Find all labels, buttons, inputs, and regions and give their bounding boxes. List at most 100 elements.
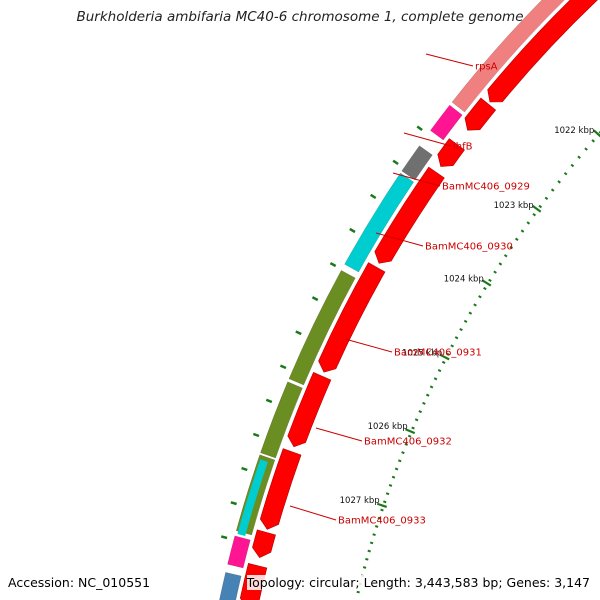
minor-tick <box>544 196 549 201</box>
gene-leader-line <box>375 232 424 247</box>
minor-tick <box>468 311 473 315</box>
minor-tick <box>356 590 360 594</box>
minor-tick <box>369 541 374 545</box>
minor-tick <box>397 459 402 463</box>
minor-tick <box>463 319 468 323</box>
minor-tick <box>498 262 503 266</box>
major-tick <box>532 204 542 213</box>
inner-tick <box>416 125 423 132</box>
minor-tick <box>441 360 446 364</box>
gene-label: ihfB <box>453 142 473 153</box>
inner-tick <box>369 193 377 200</box>
cds-feature-7 <box>259 448 302 530</box>
gene-label: rpsA <box>475 62 498 73</box>
minor-tick <box>377 516 382 520</box>
minor-tick <box>459 327 463 332</box>
rna-feature <box>451 0 565 113</box>
inner-tick <box>241 466 248 472</box>
magenta-feature <box>430 104 463 141</box>
minor-tick <box>538 204 543 209</box>
minor-tick <box>591 139 595 143</box>
minor-tick <box>394 467 399 471</box>
minor-tick <box>411 426 415 430</box>
minor-tick <box>383 500 387 504</box>
minor-tick <box>429 385 434 389</box>
minor-tick <box>450 344 454 348</box>
gene-label: BamMC406_0929 <box>442 182 530 193</box>
map-title: Burkholderia ambifaria MC40-6 chromosome… <box>76 9 524 25</box>
gene-label: BamMC406_0930 <box>425 242 513 253</box>
ruler-label: 1026 kbp <box>368 422 408 432</box>
cds-feature-2 <box>464 97 497 131</box>
minor-tick <box>478 295 482 299</box>
gene-label: BamMC406_0933 <box>338 516 426 527</box>
minor-tick <box>550 188 555 192</box>
cds-feature-8 <box>252 529 276 559</box>
gene-leader-line <box>344 338 393 353</box>
minor-tick <box>446 352 450 356</box>
inner-tick <box>349 227 356 234</box>
genome-summary: Topology: circular; Length: 3,443,583 bp… <box>246 575 590 590</box>
minor-tick <box>577 155 581 160</box>
minor-tick <box>557 180 561 184</box>
inner-tick <box>329 262 337 268</box>
minor-tick <box>380 508 384 512</box>
minor-tick <box>584 147 588 151</box>
minor-tick <box>493 270 497 274</box>
gene-label: BamMC406_0931 <box>394 348 482 359</box>
blue-feature <box>219 572 242 600</box>
gene-label-layer: rpsA ihfB BamMC406_0929 BamMC406_0930 BamMC4… <box>289 53 530 527</box>
ruler-label: 1027 kbp <box>340 496 380 506</box>
minor-tick <box>367 549 371 553</box>
minor-tick <box>514 237 519 241</box>
major-tick <box>439 353 450 361</box>
inner-tick <box>279 364 287 370</box>
ruler-label: 1025 kbp <box>402 348 442 358</box>
ruler-label: 1022 kbp <box>554 126 594 136</box>
minor-tick <box>401 451 405 455</box>
minor-tick <box>532 213 537 217</box>
accession-label: Accession: NC_010551 <box>8 575 151 590</box>
inner-tick <box>252 432 260 438</box>
major-tick <box>593 129 600 138</box>
gene-leader-line <box>315 427 363 442</box>
minor-tick <box>454 336 459 340</box>
cyan-feature <box>344 172 415 273</box>
cds-feature-4 <box>374 166 445 264</box>
magenta-feature-2 <box>227 535 251 569</box>
minor-tick <box>372 533 376 537</box>
cyan-feature-2 <box>237 459 268 536</box>
minor-tick <box>483 286 487 291</box>
minor-tick <box>425 393 430 397</box>
cds-feature-1 <box>487 0 598 103</box>
minor-tick <box>473 303 477 307</box>
cds-feature-6 <box>287 371 332 448</box>
minor-tick <box>404 442 409 446</box>
minor-tick <box>362 566 367 569</box>
minor-tick <box>526 221 531 225</box>
minor-tick <box>407 434 412 438</box>
major-tick <box>376 502 388 509</box>
inner-tick <box>295 330 302 336</box>
ruler-label: 1024 kbp <box>444 275 484 285</box>
minor-tick <box>422 401 426 405</box>
minor-tick <box>385 492 390 496</box>
minor-tick <box>374 525 379 528</box>
minor-tick <box>391 475 396 479</box>
minor-tick <box>509 245 514 250</box>
gene-leader-line <box>392 172 441 187</box>
feature-layer <box>219 0 598 600</box>
inner-tick <box>265 398 273 404</box>
gene-label: BamMC406_0932 <box>364 437 452 448</box>
minor-tick <box>433 377 438 381</box>
minor-tick <box>488 278 492 282</box>
gene-leader-line <box>289 505 337 521</box>
ruler-label: 1023 kbp <box>494 201 534 211</box>
minor-tick <box>520 229 525 233</box>
minor-tick <box>503 254 508 258</box>
minor-tick <box>388 483 393 487</box>
minor-tick <box>570 163 575 168</box>
